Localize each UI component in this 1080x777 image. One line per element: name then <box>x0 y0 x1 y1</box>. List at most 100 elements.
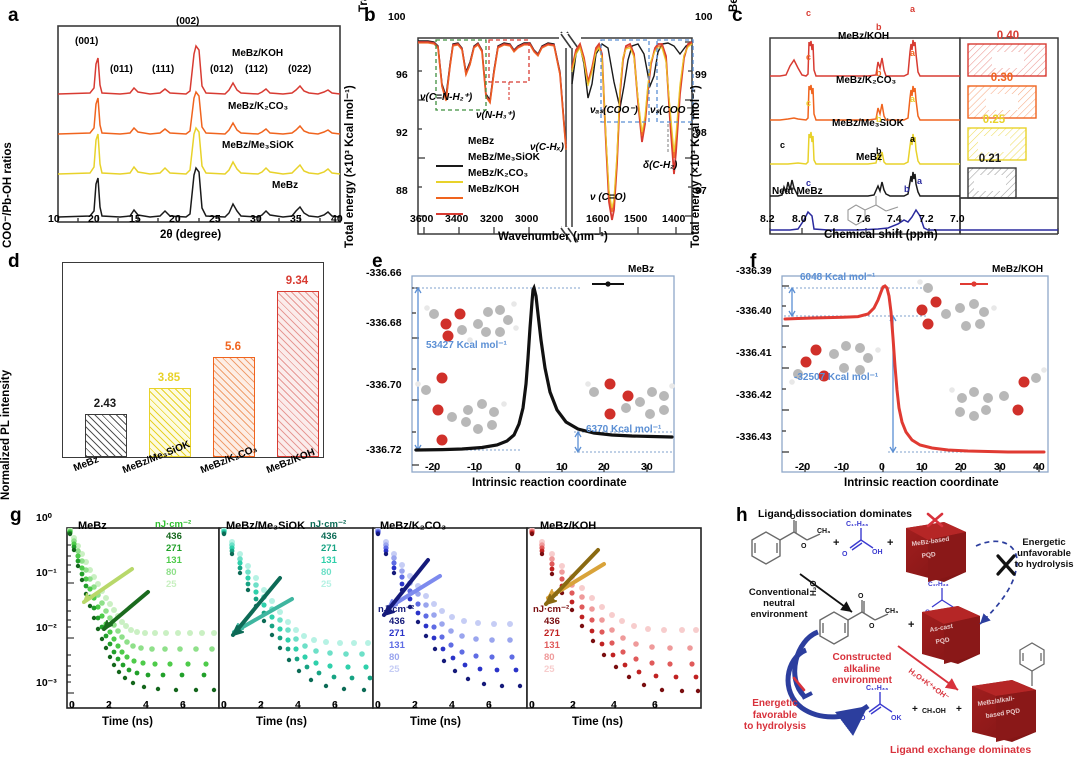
panel-f-xtick-0: -20 <box>795 461 811 473</box>
panel-b-lytick-3: 88 <box>396 185 408 197</box>
svg-text:H₂O+K⁺+OH⁻: H₂O+K⁺+OH⁻ <box>907 666 951 701</box>
panel-e-xtick-0: -20 <box>425 461 441 473</box>
peak-letter-c-koh: c <box>806 8 812 18</box>
panel-g-ytick-0: 10⁰ <box>36 512 52 524</box>
panel-b-lytick-0: 100 <box>388 11 406 23</box>
legend-val-1-1: 271 <box>321 543 337 554</box>
panel-g-label: g <box>10 505 22 526</box>
annot-vs-coo: νₛ(COO⁻) <box>650 105 695 116</box>
panel-g-legend-1: nJ·cm⁻² 436 271 131 80 25 <box>310 519 346 591</box>
legend-title-2: nJ·cm⁻² <box>378 604 415 615</box>
panel-f-ytick-3: -336.42 <box>736 389 772 401</box>
panel-e-xtick-3: 10 <box>556 461 568 473</box>
panel-c-xtick-4: 7.4 <box>887 213 902 225</box>
bar-value-koh: 9.34 <box>285 275 309 287</box>
peak-letter-a-mebz: a <box>910 134 916 144</box>
benzyl-area-mebz: 0.21 <box>978 152 1002 165</box>
legend-title-0: nJ·cm⁻² <box>155 519 192 530</box>
annot-vas-coo: νₐₛ(COO⁻) <box>590 105 638 116</box>
svg-text:CH₃OH: CH₃OH <box>922 708 946 715</box>
panel-g-legend-2: nJ·cm⁻² 436 271 131 80 25 <box>378 604 414 676</box>
benzyl-area-k2co3: 0.30 <box>990 71 1014 84</box>
svg-text:H₂O: H₂O <box>809 580 818 596</box>
panel-b-ylabel-right: Transmittance (%) <box>358 0 370 12</box>
panel-g-plot <box>66 527 702 709</box>
legend-val-0-1: 271 <box>166 543 182 554</box>
panel-e-ytick-1: -336.68 <box>366 317 402 329</box>
panel-g: g Normalized PL intensity 10⁰ 10⁻¹ 10⁻² … <box>0 370 730 765</box>
panel-a-xtick-5: 35 <box>290 213 302 225</box>
panel-b-lytick-2: 92 <box>396 127 408 139</box>
peak-letter-a-neat: a <box>917 176 923 186</box>
panel-a-xtick-0: 10 <box>48 213 60 225</box>
molecule-cluster-1 <box>424 301 519 343</box>
panel-f-ytick-1: -336.40 <box>736 305 772 317</box>
panel-c-trace-k2co3: MeBz/K₂CO₃ <box>836 75 897 86</box>
panel-b-xtick-1500: 1500 <box>624 213 648 225</box>
panel-f-annot-barrier: 6048 Kcal mol⁻¹ <box>800 272 876 283</box>
svg-text:+: + <box>912 704 918 715</box>
panel-h-title: Ligand dissociation dominates <box>758 508 913 520</box>
qd-cube-2 <box>922 606 980 664</box>
panel-b-legend-k2co3: MeBz/K₂CO₃ <box>468 168 529 179</box>
panel-f-xtick-4: 20 <box>955 461 967 473</box>
svg-text:PQD: PQD <box>935 637 950 646</box>
annot-c-hx: ν(C-Hₓ) <box>530 142 564 153</box>
g-x0-2: 4 <box>143 699 149 711</box>
htext-unfavorable: Energetic unfavorable to hydrolysis <box>1005 537 1080 571</box>
panel-f-annot-product: -32507 Kcal mol⁻¹ <box>794 372 879 383</box>
panel-c-xtick-3: 7.6 <box>856 213 871 225</box>
panel-e-annot-barrier: 53427 Kcal mol⁻¹ <box>426 340 507 351</box>
panel-a-xtick-3: 25 <box>209 213 221 225</box>
panel-g-ytick-2: 10⁻² <box>36 622 57 634</box>
legend-val-0-0: 436 <box>166 531 182 542</box>
panel-g-title-3: MeBz/KOH <box>540 520 597 532</box>
svg-text:O: O <box>790 514 796 521</box>
peak-letter-b-koh: b <box>876 22 882 32</box>
legend-val-1-2: 131 <box>321 555 337 566</box>
panel-c-label: c <box>732 5 743 26</box>
legend-val-2-2: 131 <box>389 640 405 651</box>
peak-label-022: (022) <box>288 64 312 75</box>
g-x0-0: 0 <box>69 699 75 711</box>
panel-f: f Total energy (×10³ Kcal mol⁻¹) <box>688 85 1080 503</box>
bar-mebz <box>85 414 127 457</box>
panel-a-xlabel: 2θ (degree) <box>160 229 222 241</box>
g-x1-3: 6 <box>332 699 338 711</box>
panel-b-legend-me3siok: MeBz/Me₃SiOK <box>468 152 540 163</box>
bar-value-mebz: 2.43 <box>93 398 117 410</box>
svg-text:C₁₇H₃₃: C₁₇H₃₃ <box>866 685 888 692</box>
panel-a-label: a <box>8 5 19 26</box>
panel-f-xtick-3: 10 <box>916 461 928 473</box>
svg-text:+: + <box>887 537 893 549</box>
htext-alkaline-body: Constructed alkaline environment <box>831 652 892 686</box>
panel-b-legend-mebz: MeBz <box>468 136 495 147</box>
panel-c-xlabel: Chemical shift (ppm) <box>824 229 938 241</box>
molecule-cluster-f3 <box>949 367 1047 421</box>
panel-c: c Intensity (norm.) Benzyl area (norm.) <box>728 0 1080 250</box>
svg-text:CH₃: CH₃ <box>817 528 830 535</box>
peak-label-002: (002) <box>176 16 200 27</box>
molecule-cluster-2 <box>415 372 507 446</box>
panel-b-xtick-3200: 3200 <box>480 213 504 225</box>
legend-title-3: nJ·cm⁻² <box>533 604 570 615</box>
peak-letter-c-neat: c <box>806 178 812 188</box>
g-xlabel-0: Time (ns) <box>102 716 153 728</box>
annot-n-h3: ν(N-H₃⁺) <box>476 110 516 121</box>
legend-val-1-0: 436 <box>321 531 337 542</box>
panel-f-legend-koh: MeBz/KOH <box>992 264 1044 275</box>
svg-text:C₁₇H₃₃: C₁₇H₃₃ <box>928 581 949 588</box>
peak-label-111: (111) <box>152 64 175 75</box>
svg-text:O: O <box>842 551 848 558</box>
panel-b-plot <box>417 31 694 243</box>
qd-cube-3 <box>972 680 1036 742</box>
panel-c-trace-mebz: MeBz <box>856 152 883 163</box>
bar-value-k2co3: 5.6 <box>225 341 241 353</box>
legend-val-3-4: 25 <box>544 664 555 675</box>
svg-text:O: O <box>858 593 864 600</box>
legend-val-2-4: 25 <box>389 664 400 675</box>
peak-letter-b-me3siok: b <box>876 114 882 124</box>
panel-f-label: f <box>750 251 757 272</box>
panel-c-trace-neat: Neat MeBz <box>772 186 823 197</box>
panel-f-xlabel: Intrinsic reaction coordinate <box>844 477 999 489</box>
